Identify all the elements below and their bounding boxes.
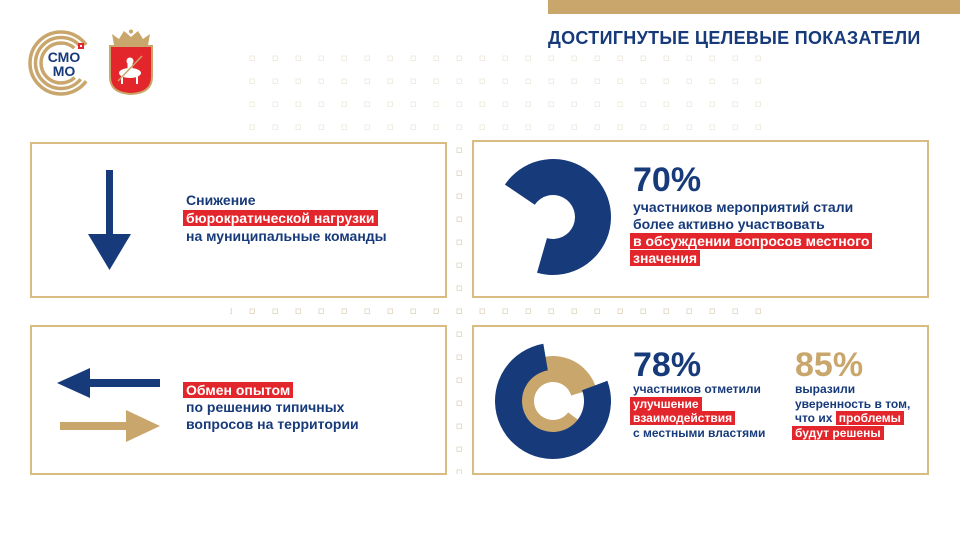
confidence-highlight-1: проблемы: [835, 411, 904, 425]
bureaucracy-line-2: бюрократической нагрузки: [183, 209, 387, 227]
logo-text-line-1: СМО: [48, 49, 81, 65]
interaction-highlight-2: взаимодействия: [630, 411, 736, 425]
coat-of-arms-emblem: [109, 29, 153, 95]
experience-highlight: Обмен опытом: [183, 382, 294, 398]
participation-percent: 70%: [633, 161, 702, 199]
participation-line-3: в обсуждении вопросов местного: [630, 233, 873, 250]
left-arrow-icon: [57, 368, 160, 398]
confidence-line-3-text: что их: [795, 411, 833, 425]
top-accent-bar: [548, 0, 960, 14]
confidence-line-4: будут решены: [792, 425, 910, 441]
confidence-line-2: уверенность в том,: [795, 396, 911, 411]
panel-experience-exchange: Обмен опытом по решению типичных вопросо…: [30, 325, 447, 475]
page-title: ДОСТИГНУТЫЕ ЦЕЛЕВЫЕ ПОКАЗАТЕЛИ: [548, 28, 921, 48]
bureaucracy-line-3: на муниципальные команды: [186, 228, 387, 244]
participation-line-1: участников мероприятий стали: [633, 199, 854, 215]
smomo-logo: СМО МО: [28, 30, 94, 96]
participation-highlight-2: значения: [630, 250, 700, 266]
right-arrow-icon: [60, 410, 160, 442]
bureaucracy-line-1: Снижение: [186, 192, 256, 208]
participation-text: участников мероприятий стали более актив…: [630, 199, 873, 267]
panel-interaction-confidence: 78% участников отметили улучшение взаимо…: [472, 325, 929, 475]
interaction-donut-chart: [494, 343, 611, 459]
experience-text: Обмен опытом по решению типичных вопросо…: [183, 382, 359, 433]
interaction-line-4: с местными властями: [633, 425, 766, 440]
participation-donut-arc: [504, 158, 612, 275]
interaction-highlight-1: улучшение: [630, 396, 702, 411]
interaction-donut-arc: [494, 343, 611, 459]
panel-bureaucracy-reduction: Снижение бюрократической нагрузки на мун…: [30, 142, 447, 298]
confidence-highlight-2: будут решены: [792, 425, 884, 440]
participation-highlight-1: в обсуждении вопросов местного: [630, 233, 873, 249]
down-arrow-icon: [88, 170, 131, 270]
interaction-line-2: улучшение: [630, 396, 765, 412]
participation-line-2: более активно участвовать: [633, 216, 825, 232]
logo-text-line-2: МО: [53, 63, 76, 79]
participation-line-4: значения: [630, 250, 872, 267]
confidence-line-1: выразили: [795, 382, 856, 396]
interaction-percent: 78%: [633, 346, 702, 384]
exchange-arrows: [57, 368, 160, 442]
experience-line-3: вопросов на территории: [186, 416, 359, 432]
interaction-line-3: взаимодействия: [630, 411, 765, 426]
bureaucracy-highlight: бюрократической нагрузки: [183, 210, 378, 226]
participation-donut-chart: [504, 158, 612, 275]
experience-line-2: по решению типичных: [186, 399, 345, 415]
confidence-text: выразили уверенность в том, что их пробл…: [792, 382, 911, 441]
confidence-percent: 85%: [795, 346, 864, 384]
interaction-line-1: участников отметили: [633, 382, 761, 396]
experience-line-1: Обмен опытом: [183, 382, 359, 399]
interaction-text: участников отметили улучшение взаимодейс…: [630, 382, 766, 440]
bureaucracy-text: Снижение бюрократической нагрузки на мун…: [183, 191, 387, 245]
panel-participation: 70% участников мероприятий стали более а…: [472, 140, 929, 298]
confidence-line-3: что их проблемы: [795, 411, 910, 426]
